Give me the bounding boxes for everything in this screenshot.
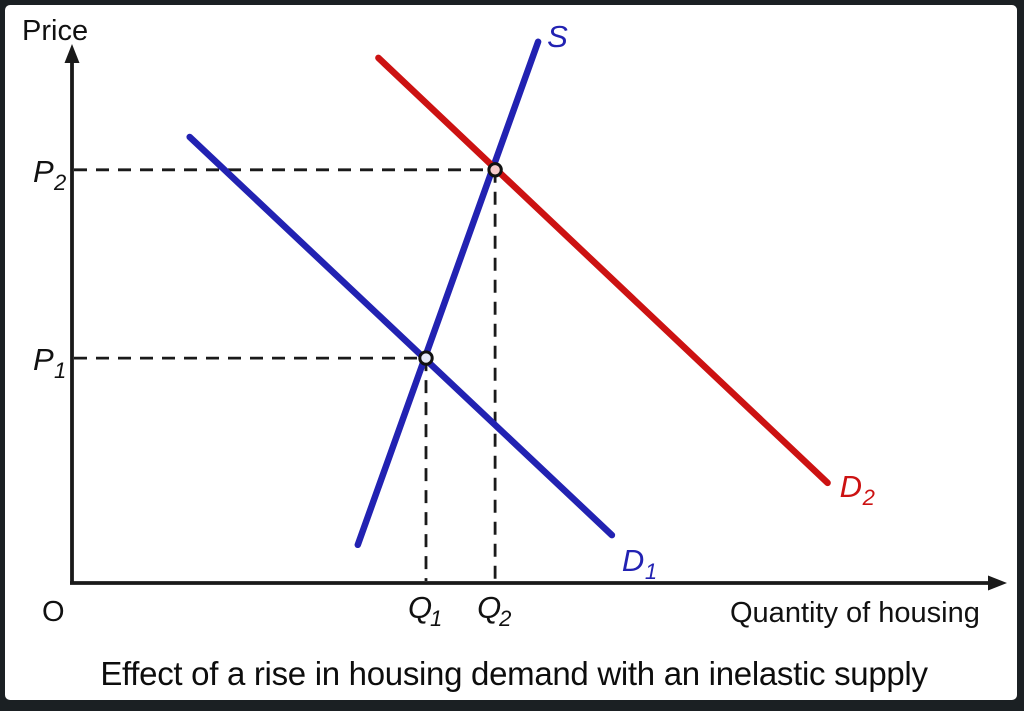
curve-s	[354, 38, 542, 549]
figure-background	[5, 5, 1017, 700]
curve-label-sub-d2: 2	[862, 485, 875, 510]
y-axis-arrowhead	[64, 44, 80, 63]
curve-d2	[375, 54, 831, 487]
curve-label-sub-d1: 1	[645, 559, 657, 584]
equilibrium-points-layer	[418, 162, 503, 366]
price-label-e1: P	[33, 342, 54, 377]
curves-layer	[186, 38, 831, 549]
price-label-sub-e2: 2	[53, 170, 66, 195]
price-label-e2: P	[33, 154, 54, 189]
x-axis-arrowhead	[988, 575, 1007, 591]
equilibrium-point-e2	[487, 162, 503, 178]
origin-label: O	[42, 596, 65, 628]
price-label-sub-e1: 1	[54, 358, 66, 383]
quantity-label-sub-e2: 2	[498, 606, 511, 631]
dashed-guides-layer	[74, 168, 497, 581]
quantity-label-e2: Q	[477, 590, 501, 625]
quantity-label-e1: Q	[408, 590, 432, 625]
curve-label-d1: D	[622, 543, 644, 578]
curve-label-d2: D	[840, 469, 862, 504]
quantity-label-sub-e1: 1	[430, 606, 442, 631]
curve-d1	[186, 133, 616, 539]
x-axis-title: Quantity of housing	[730, 597, 980, 629]
curve-label-s: S	[547, 19, 568, 54]
equilibrium-point-e1	[418, 350, 434, 366]
figure-caption: Effect of a rise in housing demand with …	[100, 655, 928, 692]
y-axis-title: Price	[22, 15, 88, 47]
